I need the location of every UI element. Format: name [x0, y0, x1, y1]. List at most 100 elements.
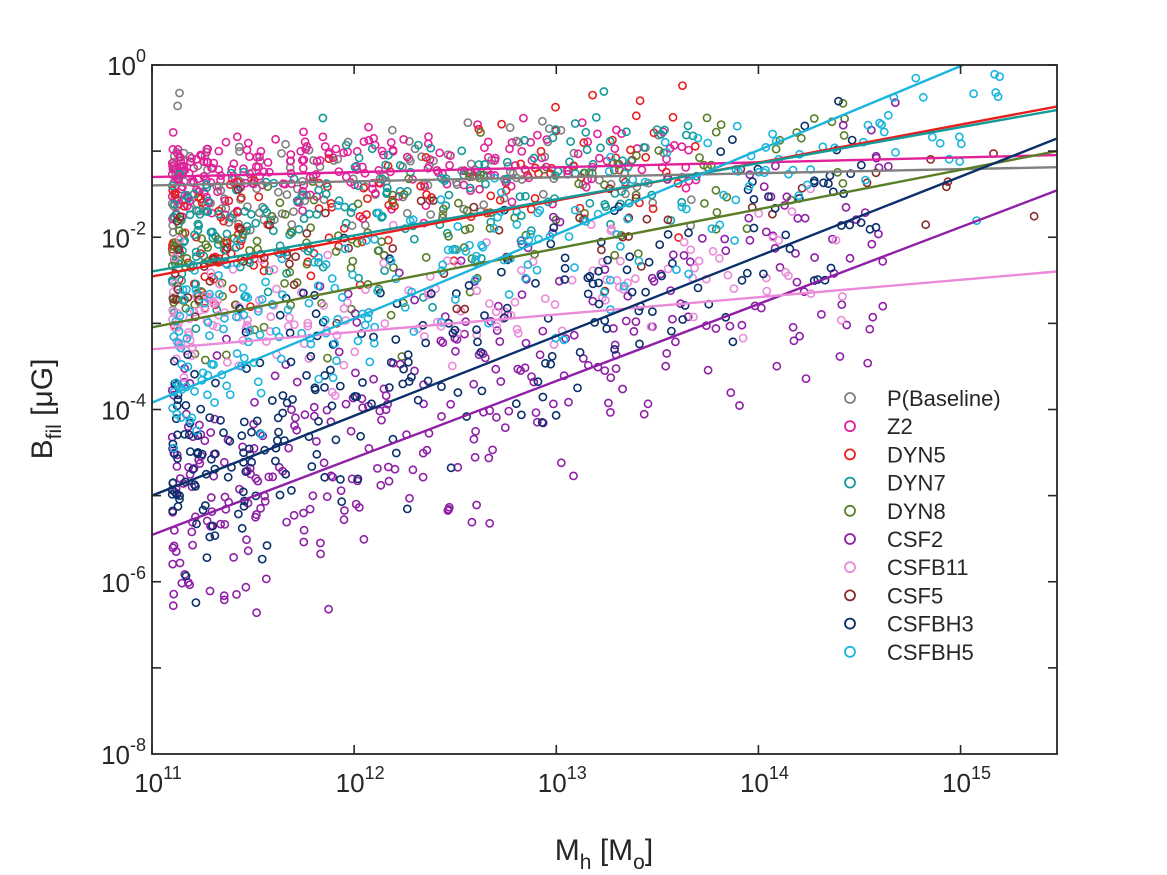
scatter-point [461, 246, 471, 256]
scatter-point [463, 118, 473, 127]
scatter-point [684, 269, 694, 279]
scatter-point [167, 489, 177, 499]
scatter-series-csfbh3 [167, 96, 881, 607]
scatter-point [469, 202, 479, 212]
scatter-point [446, 463, 456, 473]
scatter-point [210, 449, 220, 459]
scatter-point [168, 127, 178, 137]
scatter-point [428, 302, 437, 312]
scatter-point [484, 453, 494, 463]
scatter-point [324, 233, 334, 243]
scatter-point [227, 164, 237, 174]
scatter-point [255, 358, 265, 368]
scatter-point [801, 374, 811, 383]
scatter-point [730, 236, 739, 245]
scatter-point [201, 469, 211, 479]
scatter-point [792, 277, 802, 287]
scatter-point [323, 250, 333, 260]
scatter-point [289, 207, 298, 216]
scatter-point [639, 142, 649, 152]
scatter-point [485, 223, 495, 233]
scatter-point [282, 398, 292, 408]
scatter-point [359, 137, 369, 146]
scatter-point [286, 357, 296, 367]
scatter-point [654, 146, 664, 155]
scatter-point [246, 209, 256, 219]
scatter-point [369, 338, 379, 348]
scatter-point [341, 140, 351, 150]
scatter-point [728, 337, 738, 347]
scatter-point [198, 505, 208, 515]
scatter-point [173, 322, 182, 332]
scatter-point [302, 141, 312, 151]
scatter-point [191, 598, 201, 607]
scatter-point [674, 233, 683, 242]
legend-entry: P(Baseline) [844, 386, 1001, 411]
scatter-point [185, 210, 195, 220]
scatter-point [256, 388, 266, 398]
scatter-point [643, 399, 653, 409]
scatter-point [871, 168, 881, 178]
scatter-point [228, 284, 238, 294]
scatter-point [281, 139, 290, 149]
scatter-point [573, 383, 582, 393]
x-tick-label-exponent: 14 [769, 763, 789, 783]
scatter-point [716, 120, 726, 129]
scatter-point [206, 268, 216, 278]
scatter-point [618, 384, 627, 394]
scatter-point [420, 182, 430, 192]
scatter-point [306, 339, 316, 349]
scatter-point [348, 256, 358, 266]
scatter-point [438, 204, 448, 214]
scatter-point [496, 377, 506, 386]
scatter-point [252, 416, 262, 426]
scatter-point [369, 133, 379, 143]
scatter-point [519, 113, 528, 123]
scatter-point [759, 269, 768, 279]
scatter-point [203, 144, 212, 154]
scatter-point [318, 132, 328, 142]
scatter-point [234, 142, 244, 152]
scatter-point [168, 294, 178, 304]
scatter-point [171, 354, 181, 364]
scatter-point [845, 253, 855, 263]
scatter-point [334, 347, 344, 357]
scatter-point [386, 138, 396, 147]
scatter-point [268, 472, 278, 482]
scatter-point [358, 378, 367, 387]
scatter-point [315, 538, 325, 548]
x-tick-label-exponent: 11 [163, 763, 182, 783]
scatter-point [423, 139, 433, 149]
scatter-point [187, 482, 197, 492]
scatter-point [464, 280, 474, 290]
scatter-point [192, 519, 201, 529]
scatter-point [182, 333, 192, 343]
scatter-point [679, 237, 689, 247]
scatter-point [332, 330, 342, 340]
scatter-point [481, 179, 490, 189]
scatter-point [631, 317, 641, 326]
scatter-point [444, 231, 453, 241]
scatter-point [203, 318, 213, 327]
scatter-point [355, 211, 365, 221]
scatter-point [677, 197, 687, 207]
scatter-point [243, 293, 253, 303]
scatter-point [469, 434, 479, 444]
scatter-point [472, 325, 481, 335]
scatter-point [350, 391, 360, 401]
scatter-point [728, 135, 737, 144]
x-tick-label: 1013 [538, 763, 587, 798]
fit-line-csf2 [152, 189, 1057, 537]
scatter-point [226, 168, 236, 178]
scatter-point [500, 423, 510, 432]
scatter-point [581, 127, 591, 137]
scatter-point [418, 472, 428, 482]
scatter-point [426, 143, 436, 153]
scatter-point [251, 512, 260, 522]
scatter-point [179, 201, 189, 211]
scatter-point [277, 290, 287, 299]
scatter-point [249, 443, 259, 453]
scatter-point [300, 410, 310, 420]
scatter-point [663, 229, 673, 239]
scatter-point [187, 153, 196, 163]
